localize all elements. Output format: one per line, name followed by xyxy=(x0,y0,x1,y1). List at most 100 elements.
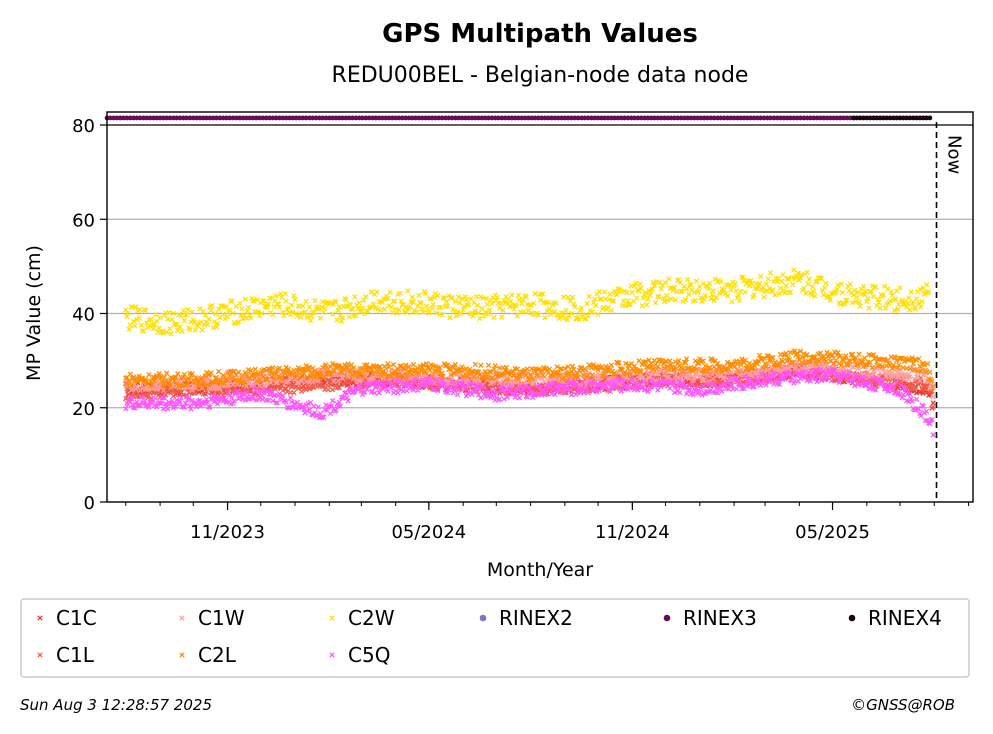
C2W-point-479 xyxy=(652,300,659,306)
C2L-point-272 xyxy=(423,361,430,367)
C2W-point-108 xyxy=(242,296,248,302)
C2L-point-699 xyxy=(896,362,902,368)
C2L-point-363 xyxy=(524,366,530,372)
C2L-point-730 xyxy=(930,384,936,390)
C5Q-point-403 xyxy=(568,392,575,398)
C2L-point-3 xyxy=(126,378,132,384)
C2W-point-105 xyxy=(239,306,245,312)
series-RINEX4 xyxy=(851,115,933,121)
C2L-point-616 xyxy=(804,351,810,358)
C2L-point-618 xyxy=(806,359,812,365)
y-tick-label-20: 20 xyxy=(72,399,95,420)
C1W-point-85 xyxy=(217,385,223,392)
C2W-point-51 xyxy=(179,328,185,334)
C2L-point-460 xyxy=(631,363,638,369)
C2W-point-583 xyxy=(767,270,774,276)
C2W-point-474 xyxy=(647,292,653,298)
C2L-point-74 xyxy=(204,382,211,388)
C2W-point-379 xyxy=(542,315,548,321)
C2L-point-481 xyxy=(655,363,661,370)
C2W-point-507 xyxy=(683,286,690,292)
x-tick-label-05/2025: 05/2025 xyxy=(795,522,870,543)
C2W-point-9 xyxy=(133,304,139,310)
C2L-point-663 xyxy=(856,351,862,357)
C2L-point-619 xyxy=(807,359,814,365)
C2L-point-345 xyxy=(504,376,511,382)
C2W-point-271 xyxy=(422,290,429,297)
C1L-point-183 xyxy=(325,387,331,393)
C2W-point-255 xyxy=(405,288,411,294)
C2W-point-77 xyxy=(208,307,214,314)
C2L-point-640 xyxy=(830,361,837,367)
C2W-point-160 xyxy=(300,303,306,309)
C2W-point-120 xyxy=(255,308,262,315)
C2W-point-345 xyxy=(504,300,511,307)
C2W-point-171 xyxy=(312,297,318,304)
C2W-point-272 xyxy=(423,303,430,309)
C2L-point-556 xyxy=(738,362,744,368)
C2L-point-397 xyxy=(562,365,568,372)
C2W-point-710 xyxy=(908,289,914,295)
C2W-point-128 xyxy=(264,304,271,310)
C2L-point-294 xyxy=(448,371,454,378)
C2W-point-192 xyxy=(335,307,341,314)
C2W-point-2 xyxy=(125,310,131,316)
C2L-point-504 xyxy=(680,365,686,372)
C2W-point-41 xyxy=(168,331,174,337)
C2L-point-591 xyxy=(776,360,783,367)
C2L-point-443 xyxy=(613,372,619,378)
C2W-point-47 xyxy=(175,327,181,334)
C2W-point-103 xyxy=(237,300,243,307)
footer-timestamp: Sun Aug 3 12:28:57 2025 xyxy=(20,696,212,714)
C2W-point-80 xyxy=(211,319,217,325)
C2W-point-177 xyxy=(318,304,325,310)
C2W-point-205 xyxy=(349,306,356,313)
C2W-point-615 xyxy=(803,290,809,296)
C1L-point-385 xyxy=(548,386,555,392)
C5Q-point-300 xyxy=(454,391,461,398)
C2W-point-302 xyxy=(457,300,463,306)
C5Q-point-356 xyxy=(516,395,523,401)
C2L-point-423 xyxy=(590,361,597,368)
C2L-point-164 xyxy=(304,374,310,381)
C2W-point-548 xyxy=(729,299,735,305)
C2L-point-717 xyxy=(916,356,922,362)
C2W-point-316 xyxy=(472,308,478,314)
C2W-point-593 xyxy=(779,278,785,284)
C2W-point-355 xyxy=(515,292,522,298)
C2L-point-668 xyxy=(861,355,868,361)
C2L-point-607 xyxy=(794,350,800,356)
C1W-point-526 xyxy=(704,372,711,379)
C2W-point-234 xyxy=(381,306,388,312)
C2W-point-358 xyxy=(519,300,525,307)
C2L-point-513 xyxy=(690,368,696,374)
C2W-point-617 xyxy=(805,281,811,287)
C1L-point-193 xyxy=(336,385,342,391)
C2W-point-202 xyxy=(346,314,352,320)
C2W-point-471 xyxy=(644,302,650,308)
C2L-point-660 xyxy=(853,355,859,362)
C2L-point-522 xyxy=(700,358,706,364)
C2W-point-275 xyxy=(427,296,433,302)
C2W-point-133 xyxy=(270,311,276,318)
y-tick-label-80: 80 xyxy=(72,116,95,137)
C2W-point-170 xyxy=(311,309,317,315)
RINEX4-point-23 xyxy=(927,115,933,121)
C2W-point-79 xyxy=(210,325,216,331)
C2W-point-14 xyxy=(138,322,144,328)
C2W-point-326 xyxy=(483,295,490,302)
C2L-point-466 xyxy=(638,368,644,375)
C2W-point-285 xyxy=(438,304,444,311)
C2L-point-298 xyxy=(452,361,459,368)
C2W-point-187 xyxy=(329,311,336,317)
C1W-point-159 xyxy=(298,378,305,384)
C2L-point-88 xyxy=(220,372,226,378)
C2L-point-719 xyxy=(918,368,924,374)
C2L-point-139 xyxy=(276,365,283,371)
C1L-point-30 xyxy=(156,390,162,396)
legend-label-C1W: C1W xyxy=(198,606,245,630)
C2L-point-704 xyxy=(901,358,908,365)
C2W-point-199 xyxy=(343,297,349,303)
legend-label-RINEX3: RINEX3 xyxy=(683,606,757,630)
